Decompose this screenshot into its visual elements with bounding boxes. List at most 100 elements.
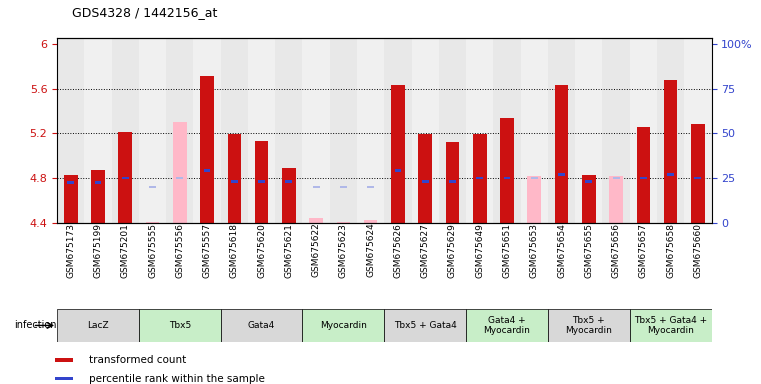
Bar	[493, 38, 521, 223]
Text: GSM675658: GSM675658	[666, 223, 675, 278]
Bar	[285, 180, 292, 183]
Text: GSM675627: GSM675627	[421, 223, 430, 278]
Bar	[248, 38, 275, 223]
Bar	[313, 185, 320, 189]
Text: Gata4 +
Myocardin: Gata4 + Myocardin	[483, 316, 530, 335]
Bar	[384, 309, 466, 342]
Bar	[149, 185, 156, 189]
Bar	[56, 358, 73, 362]
Bar	[476, 177, 483, 179]
Bar	[504, 177, 511, 179]
Text: GSM675623: GSM675623	[339, 223, 348, 278]
Text: GSM675620: GSM675620	[257, 223, 266, 278]
Bar	[422, 180, 428, 183]
Bar	[466, 309, 548, 342]
Text: LacZ: LacZ	[88, 321, 109, 330]
Text: Tbx5: Tbx5	[169, 321, 191, 330]
Bar	[691, 124, 705, 223]
Bar	[630, 309, 712, 342]
Text: GSM675649: GSM675649	[476, 223, 484, 278]
Bar	[640, 177, 647, 179]
Bar	[119, 132, 132, 223]
Bar	[303, 309, 384, 342]
Text: GSM675651: GSM675651	[502, 223, 511, 278]
Bar	[610, 176, 623, 223]
Text: GSM675657: GSM675657	[639, 223, 648, 278]
Text: GSM675624: GSM675624	[366, 223, 375, 278]
Text: transformed count: transformed count	[89, 355, 186, 365]
Bar	[555, 85, 568, 223]
Bar	[173, 122, 186, 223]
Bar	[695, 177, 702, 179]
Text: GSM675621: GSM675621	[285, 223, 293, 278]
Bar	[282, 168, 296, 223]
Bar	[412, 38, 439, 223]
Bar	[603, 38, 630, 223]
Bar	[368, 185, 374, 189]
Bar	[336, 222, 350, 223]
Bar	[67, 181, 74, 184]
Bar	[275, 38, 303, 223]
Bar	[419, 134, 432, 223]
Bar	[56, 377, 73, 381]
Text: GSM675556: GSM675556	[175, 223, 184, 278]
Bar	[657, 38, 684, 223]
Bar	[636, 127, 650, 223]
Bar	[228, 134, 241, 223]
Bar	[177, 177, 183, 179]
Text: Tbx5 +
Myocardin: Tbx5 + Myocardin	[565, 316, 613, 335]
Bar	[193, 38, 221, 223]
Text: Tbx5 + Gata4 +
Myocardin: Tbx5 + Gata4 + Myocardin	[634, 316, 707, 335]
Bar	[384, 38, 412, 223]
Bar	[500, 118, 514, 223]
Text: GSM675618: GSM675618	[230, 223, 239, 278]
Bar	[84, 38, 112, 223]
Text: GSM675654: GSM675654	[557, 223, 566, 278]
Bar	[630, 38, 657, 223]
Bar	[330, 38, 357, 223]
Bar	[446, 142, 460, 223]
Bar	[139, 309, 221, 342]
Text: percentile rank within the sample: percentile rank within the sample	[89, 374, 265, 384]
Bar	[364, 220, 377, 223]
Bar	[466, 38, 493, 223]
Text: GDS4328 / 1442156_at: GDS4328 / 1442156_at	[72, 6, 218, 19]
Text: GSM675557: GSM675557	[202, 223, 212, 278]
Bar	[439, 38, 466, 223]
Bar	[548, 309, 630, 342]
Bar	[558, 173, 565, 176]
Text: infection: infection	[14, 320, 57, 331]
Bar	[258, 180, 265, 183]
Text: GSM675656: GSM675656	[612, 223, 620, 278]
Bar	[531, 177, 538, 179]
Bar	[585, 180, 592, 183]
Bar	[548, 38, 575, 223]
Bar	[613, 177, 619, 179]
Text: Gata4: Gata4	[248, 321, 275, 330]
Text: GSM675653: GSM675653	[530, 223, 539, 278]
Bar	[527, 176, 541, 223]
Bar	[667, 173, 674, 176]
Bar	[139, 38, 166, 223]
Bar	[357, 38, 384, 223]
Text: Tbx5 + Gata4: Tbx5 + Gata4	[394, 321, 457, 330]
Bar	[221, 309, 303, 342]
Bar	[582, 175, 596, 223]
Text: GSM675173: GSM675173	[66, 223, 75, 278]
Bar	[94, 181, 101, 184]
Bar	[303, 38, 330, 223]
Bar	[145, 222, 159, 223]
Bar	[394, 169, 401, 172]
Text: Myocardin: Myocardin	[320, 321, 367, 330]
Text: GSM675555: GSM675555	[148, 223, 157, 278]
Bar	[122, 177, 129, 179]
Bar	[221, 38, 248, 223]
Bar	[204, 169, 211, 172]
Bar	[57, 38, 84, 223]
Bar	[391, 85, 405, 223]
Bar	[684, 38, 712, 223]
Bar	[309, 218, 323, 223]
Text: GSM675626: GSM675626	[393, 223, 403, 278]
Text: GSM675622: GSM675622	[312, 223, 320, 278]
Bar	[112, 38, 139, 223]
